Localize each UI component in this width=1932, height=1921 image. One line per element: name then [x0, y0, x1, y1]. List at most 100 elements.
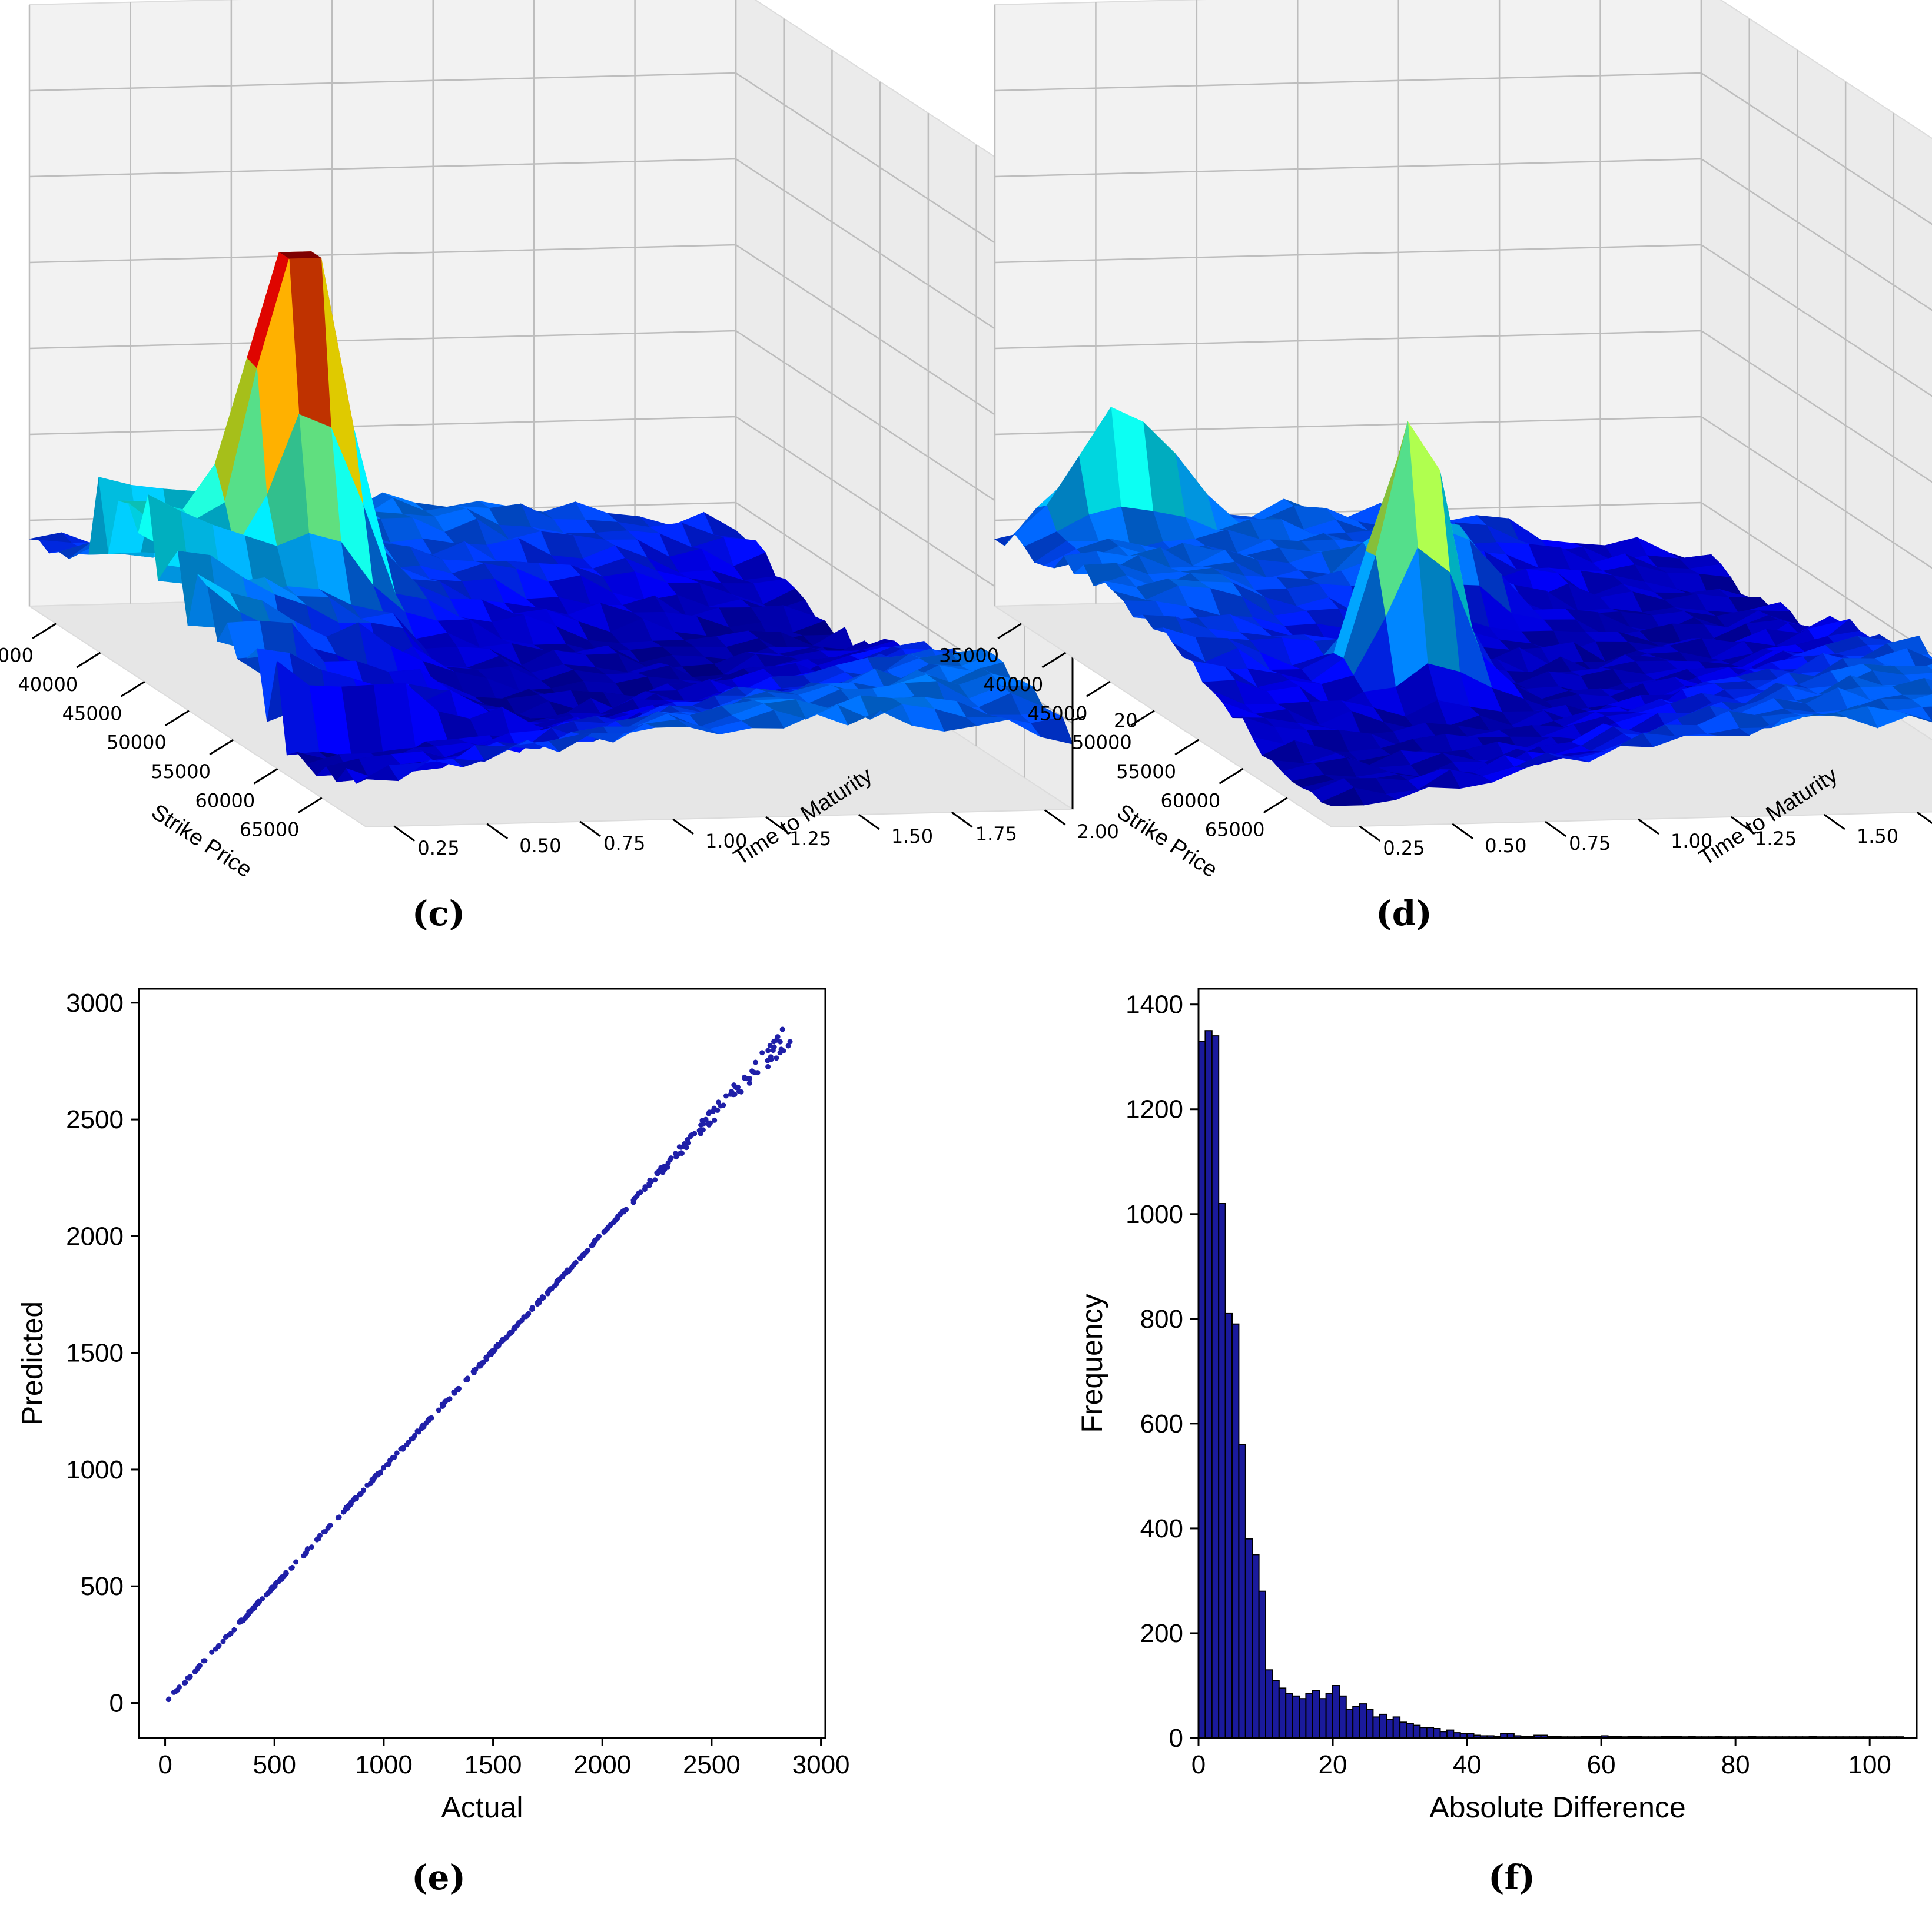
y-tick-label: 500 [81, 1572, 124, 1601]
histogram-bar [1231, 1323, 1240, 1739]
scatter-point [348, 1499, 354, 1505]
scatter-panel-e: 0 500 1000 1500 2000 2500 3000 0 500 1000 1500 2000… [16, 988, 850, 1897]
scatter-point [394, 1450, 400, 1456]
histogram-bar [1252, 1554, 1260, 1739]
y-tick [1545, 820, 1567, 837]
histogram-bar [1258, 1590, 1267, 1739]
x-tick-label: 40 [1453, 1750, 1482, 1779]
y-tick-label: 800 [1140, 1305, 1183, 1334]
histogram-bar [1412, 1724, 1421, 1739]
scatter-point [384, 1462, 390, 1467]
x-tick [253, 768, 278, 785]
scatter-point [272, 1584, 278, 1590]
x-tick [997, 623, 1022, 639]
scatter-point [768, 1054, 774, 1060]
x-axis-label: Strike Price [1113, 800, 1222, 883]
scatter-point [752, 1069, 758, 1075]
scatter-point [765, 1063, 771, 1069]
z-tick [1072, 716, 1085, 722]
scatter-point [688, 1134, 693, 1139]
histogram-bar [1285, 1693, 1293, 1739]
histogram-bar [1386, 1719, 1394, 1739]
scatter-point [401, 1445, 406, 1451]
histogram-bar [1218, 1203, 1226, 1739]
scatter-point [421, 1424, 427, 1430]
scatter-point [195, 1664, 201, 1670]
surface [994, 406, 1932, 806]
scatter-point [711, 1105, 717, 1111]
x-tick [1263, 797, 1288, 813]
gridlines [994, 0, 1932, 715]
scatter-point [201, 1658, 207, 1664]
y-tick [1044, 809, 1066, 826]
scatter-point [364, 1482, 370, 1488]
histogram-bar [1278, 1687, 1287, 1739]
x-tick [165, 710, 190, 726]
scatter-point [182, 1680, 188, 1686]
scatter-point [753, 1059, 758, 1065]
scatter-point [283, 1570, 289, 1576]
y-tick [486, 823, 509, 840]
x-tick-label: 20 [1319, 1750, 1347, 1779]
scatter-point [539, 1296, 545, 1301]
scatter-point [317, 1533, 323, 1538]
grid-line [29, 158, 1073, 381]
scatter-point [634, 1193, 640, 1199]
y-tick-label: 0.25 [1383, 837, 1425, 859]
surface-panel-c: 35000 40000 45000 50000 55000 60000 65000Strik… [0, 0, 1177, 933]
scatter-point [706, 1111, 712, 1116]
histogram-bar [1379, 1713, 1387, 1739]
scatter-point [610, 1219, 616, 1225]
x-tick [120, 681, 145, 697]
x-tick-label: 60000 [195, 789, 255, 812]
scatter-point [343, 1507, 348, 1513]
scatter-point [646, 1182, 652, 1188]
x-tick-label: 3000 [792, 1750, 850, 1779]
y-tick-label: 2.00 [1077, 820, 1119, 843]
scatter-point [177, 1684, 182, 1690]
x-tick [1085, 681, 1111, 697]
y-tick [765, 816, 787, 833]
scatter-point [308, 1544, 314, 1550]
x-tick-label: 80 [1721, 1750, 1750, 1779]
scatter-point [436, 1407, 441, 1413]
y-tick-label: 200 [1140, 1619, 1183, 1648]
grid-line [994, 244, 1932, 397]
scatter-point [765, 1048, 771, 1053]
plot-frame [1197, 988, 1918, 1739]
y-tick-label: 3000 [66, 989, 124, 1018]
scatter-point [683, 1142, 689, 1148]
y-tick-label: 0 [109, 1689, 124, 1718]
histogram-bar [1439, 1731, 1448, 1739]
grid-line [994, 72, 1932, 225]
y-tick-label: 0.25 [417, 837, 459, 859]
x-tick-label: 60 [1587, 1750, 1616, 1779]
scatter-point [471, 1370, 477, 1375]
x-tick-label: 40000 [983, 673, 1043, 696]
histogram-bar [1204, 1030, 1213, 1739]
histogram-bar [1419, 1727, 1428, 1739]
x-axis-label: Absolute Difference [1429, 1791, 1685, 1824]
histogram-bar [1433, 1728, 1441, 1739]
scatter-point [723, 1093, 729, 1099]
scatter-point [303, 1550, 308, 1556]
y-tick-label: 2500 [66, 1105, 124, 1134]
scatter-point [767, 1043, 773, 1049]
scatter-point [381, 1465, 386, 1471]
x-tick-label: 1000 [355, 1750, 413, 1779]
scatter-point [779, 1026, 785, 1032]
y-tick-label: 1000 [1126, 1200, 1183, 1229]
scatter-point [738, 1089, 744, 1095]
scatter-point [654, 1170, 660, 1176]
scatter-point [785, 1043, 791, 1049]
scatter-point [778, 1046, 784, 1052]
scatter-point [251, 1606, 257, 1611]
scatter-point [560, 1274, 566, 1280]
y-tick-label: 1.75 [975, 823, 1017, 845]
y-tick-label: 1500 [66, 1339, 124, 1368]
scatter-point [555, 1277, 561, 1283]
y-tick [1638, 818, 1659, 835]
x-tick [76, 652, 101, 669]
scatter-point [747, 1076, 752, 1082]
y-tick [1731, 816, 1752, 833]
